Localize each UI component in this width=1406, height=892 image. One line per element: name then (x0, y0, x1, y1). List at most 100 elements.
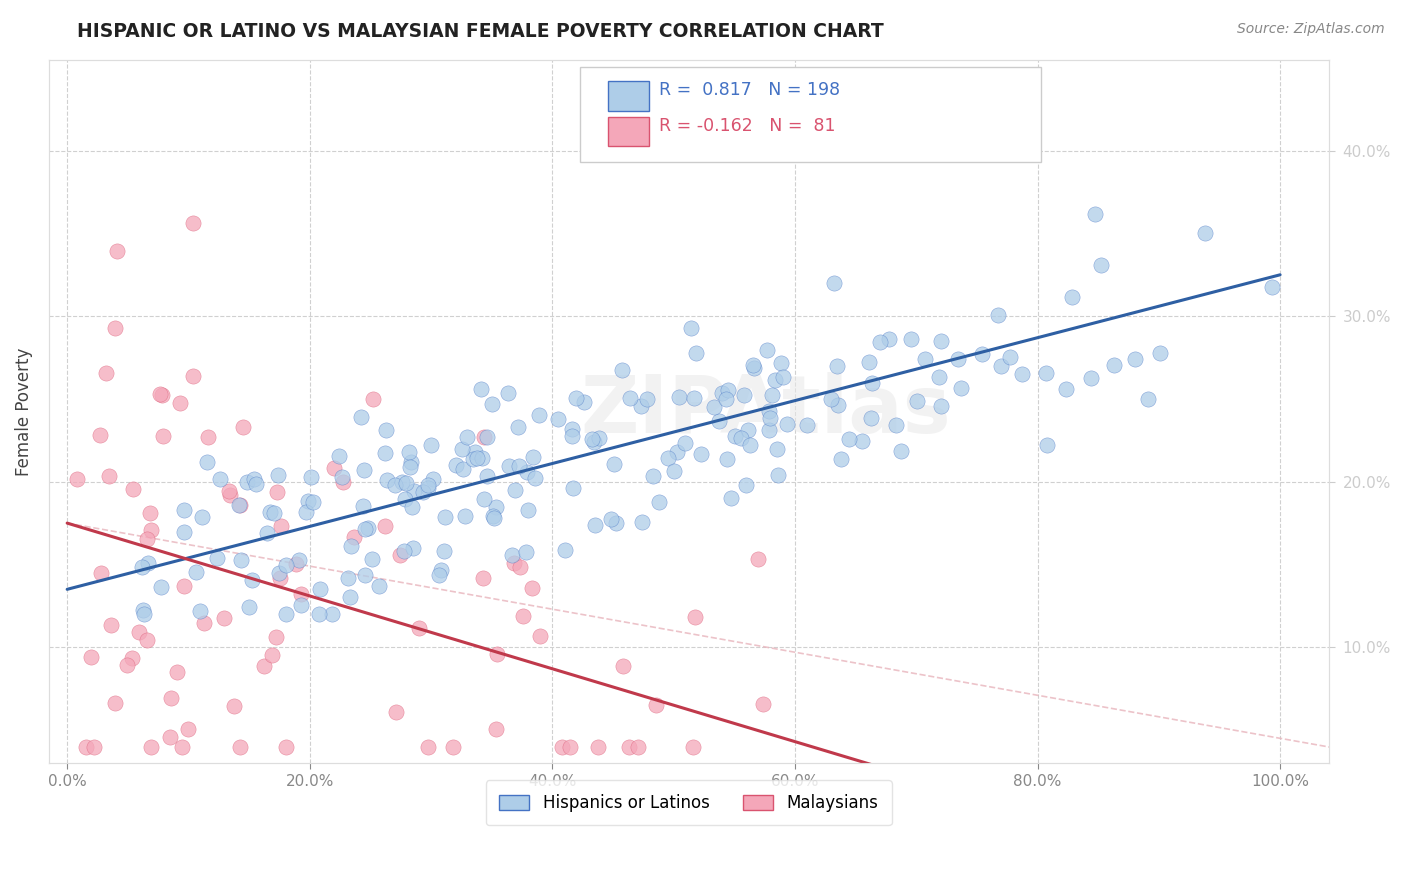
Point (485, 648, 508, 662)
Point (75, 739, 97, 754)
Point (374, 519, 396, 533)
Point (139, 739, 162, 754)
Point (263, 506, 285, 520)
Point (600, 512, 623, 526)
Point (401, 541, 423, 555)
Point (970, 347, 993, 361)
Point (946, 351, 969, 366)
Point (218, 484, 240, 499)
Point (353, 463, 375, 477)
Point (357, 521, 380, 535)
Point (562, 481, 585, 495)
Point (236, 475, 259, 489)
Point (170, 739, 193, 754)
Point (990, 359, 1012, 373)
Point (132, 603, 155, 617)
Point (89, 428, 111, 442)
Point (475, 430, 498, 444)
Point (900, 332, 922, 346)
Point (139, 506, 162, 520)
Point (465, 450, 488, 465)
Point (1000, 350, 1022, 364)
Point (159, 731, 181, 745)
Point (399, 455, 422, 469)
Point (299, 469, 322, 483)
Point (222, 699, 245, 714)
Point (105, 244, 128, 258)
Point (796, 418, 818, 433)
Point (645, 698, 668, 712)
Point (97, 469, 120, 483)
Point (290, 587, 312, 601)
Point (150, 580, 173, 594)
Point (529, 629, 551, 643)
Point (350, 409, 373, 424)
Point (668, 390, 690, 404)
Point (416, 477, 439, 491)
Point (150, 387, 173, 401)
Point (354, 567, 377, 582)
Point (401, 500, 423, 515)
Point (232, 420, 254, 434)
Point (337, 571, 360, 585)
Point (516, 465, 538, 479)
Point (823, 277, 845, 291)
Point (229, 498, 252, 512)
Point (905, 394, 928, 409)
Point (838, 432, 860, 446)
Point (419, 438, 441, 452)
Point (136, 556, 159, 570)
Point (830, 452, 852, 467)
Point (446, 458, 468, 472)
Point (662, 464, 685, 478)
Point (564, 391, 586, 405)
Point (1080, 371, 1102, 385)
Point (195, 454, 218, 468)
Point (321, 607, 343, 622)
Point (735, 478, 758, 492)
Point (412, 485, 434, 500)
Point (256, 526, 278, 541)
Point (471, 451, 494, 466)
Point (859, 411, 882, 425)
Point (422, 471, 444, 485)
Point (770, 356, 793, 370)
Point (851, 434, 873, 448)
Point (285, 558, 308, 572)
Point (219, 488, 242, 502)
Point (588, 431, 610, 445)
Point (308, 582, 330, 597)
Point (441, 739, 464, 754)
Point (612, 363, 634, 377)
Point (890, 444, 912, 458)
Point (408, 621, 430, 635)
Text: R =  0.817   N = 198: R = 0.817 N = 198 (659, 81, 841, 99)
Point (485, 500, 508, 514)
Point (605, 516, 627, 530)
Point (212, 611, 235, 625)
Point (427, 567, 450, 582)
Point (433, 544, 456, 558)
Point (472, 491, 495, 506)
Point (707, 414, 730, 428)
Point (470, 382, 492, 396)
Point (630, 515, 652, 529)
Point (482, 509, 505, 524)
Point (328, 450, 350, 464)
Point (527, 408, 550, 422)
Point (673, 436, 696, 450)
Point (160, 691, 183, 706)
Point (758, 410, 780, 425)
Point (884, 417, 907, 432)
Point (710, 386, 733, 401)
Point (1036, 438, 1059, 452)
Point (416, 481, 439, 495)
Point (384, 478, 406, 492)
Point (742, 361, 765, 376)
Point (582, 434, 605, 449)
Point (169, 395, 191, 409)
Point (177, 722, 200, 736)
Point (274, 558, 297, 572)
Point (820, 392, 842, 406)
Point (869, 334, 891, 349)
